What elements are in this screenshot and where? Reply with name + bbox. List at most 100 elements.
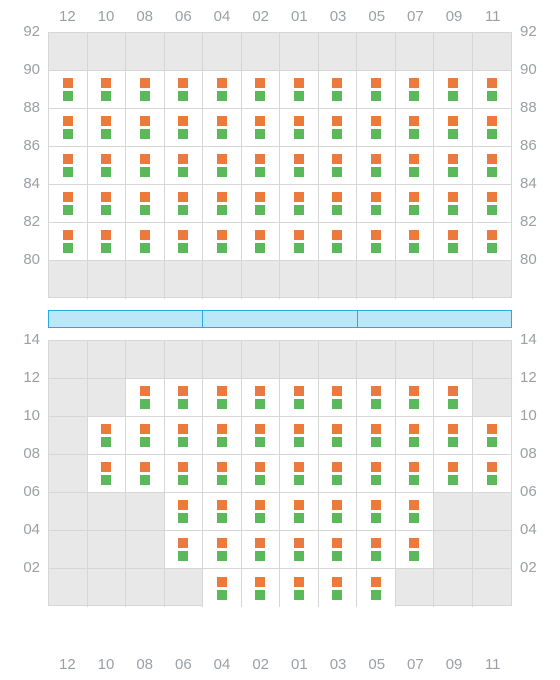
- seat-cell[interactable]: [88, 455, 127, 493]
- seat-cell[interactable]: [396, 109, 435, 147]
- seat-cell[interactable]: [357, 569, 396, 607]
- seat-cell[interactable]: [165, 223, 204, 261]
- seat-cell[interactable]: [357, 109, 396, 147]
- seat-cell[interactable]: [319, 531, 358, 569]
- seat-cell[interactable]: [242, 223, 281, 261]
- seat-cell[interactable]: [473, 71, 512, 109]
- seat-cell[interactable]: [203, 417, 242, 455]
- seat-cell[interactable]: [165, 109, 204, 147]
- seat-cell[interactable]: [165, 185, 204, 223]
- seat-cell[interactable]: [319, 223, 358, 261]
- seat-cell[interactable]: [280, 109, 319, 147]
- seat-cell[interactable]: [396, 417, 435, 455]
- seat-cell[interactable]: [126, 71, 165, 109]
- seat-cell[interactable]: [396, 455, 435, 493]
- seat-cell[interactable]: [396, 185, 435, 223]
- seat-cell[interactable]: [242, 417, 281, 455]
- seat-cell[interactable]: [126, 147, 165, 185]
- seat-cell[interactable]: [280, 455, 319, 493]
- seat-cell[interactable]: [434, 455, 473, 493]
- seat-cell[interactable]: [473, 455, 512, 493]
- seat-cell[interactable]: [280, 71, 319, 109]
- seat-cell[interactable]: [357, 455, 396, 493]
- seat-cell[interactable]: [319, 147, 358, 185]
- seat-cell[interactable]: [473, 223, 512, 261]
- seat-cell[interactable]: [203, 223, 242, 261]
- seat-cell[interactable]: [473, 185, 512, 223]
- seat-cell[interactable]: [88, 71, 127, 109]
- seat-cell[interactable]: [203, 147, 242, 185]
- seat-cell[interactable]: [242, 493, 281, 531]
- seat-cell[interactable]: [242, 455, 281, 493]
- seat-cell[interactable]: [165, 493, 204, 531]
- seat-cell[interactable]: [49, 223, 88, 261]
- seat-cell[interactable]: [88, 223, 127, 261]
- seat-cell[interactable]: [242, 71, 281, 109]
- seat-cell[interactable]: [88, 185, 127, 223]
- seat-cell[interactable]: [396, 493, 435, 531]
- seat-cell[interactable]: [165, 71, 204, 109]
- seat-cell[interactable]: [434, 71, 473, 109]
- seat-cell[interactable]: [49, 147, 88, 185]
- seat-cell[interactable]: [203, 71, 242, 109]
- seat-cell[interactable]: [49, 185, 88, 223]
- seat-cell[interactable]: [396, 223, 435, 261]
- seat-cell[interactable]: [280, 147, 319, 185]
- seat-cell[interactable]: [396, 379, 435, 417]
- seat-cell[interactable]: [203, 493, 242, 531]
- seat-cell[interactable]: [357, 417, 396, 455]
- seat-cell[interactable]: [126, 379, 165, 417]
- seat-cell[interactable]: [126, 185, 165, 223]
- seat-cell[interactable]: [434, 223, 473, 261]
- seat-cell[interactable]: [319, 109, 358, 147]
- seat-cell[interactable]: [473, 417, 512, 455]
- seat-cell[interactable]: [165, 147, 204, 185]
- seat-cell[interactable]: [319, 185, 358, 223]
- seat-cell[interactable]: [126, 109, 165, 147]
- seat-cell[interactable]: [357, 531, 396, 569]
- seat-cell[interactable]: [434, 185, 473, 223]
- seat-cell[interactable]: [396, 71, 435, 109]
- seat-cell[interactable]: [203, 109, 242, 147]
- seat-cell[interactable]: [242, 147, 281, 185]
- seat-cell[interactable]: [319, 455, 358, 493]
- seat-cell[interactable]: [319, 71, 358, 109]
- seat-cell[interactable]: [319, 379, 358, 417]
- seat-cell[interactable]: [242, 379, 281, 417]
- seat-cell[interactable]: [203, 455, 242, 493]
- seat-cell[interactable]: [357, 493, 396, 531]
- seat-cell[interactable]: [434, 379, 473, 417]
- seat-cell[interactable]: [396, 531, 435, 569]
- seat-cell[interactable]: [319, 417, 358, 455]
- seat-cell[interactable]: [126, 417, 165, 455]
- seat-cell[interactable]: [126, 223, 165, 261]
- seat-cell[interactable]: [280, 223, 319, 261]
- seat-cell[interactable]: [357, 185, 396, 223]
- seat-cell[interactable]: [434, 109, 473, 147]
- seat-cell[interactable]: [165, 531, 204, 569]
- seat-cell[interactable]: [242, 531, 281, 569]
- seat-cell[interactable]: [319, 569, 358, 607]
- seat-cell[interactable]: [319, 493, 358, 531]
- seat-cell[interactable]: [280, 417, 319, 455]
- seat-cell[interactable]: [242, 185, 281, 223]
- seat-cell[interactable]: [242, 109, 281, 147]
- seat-cell[interactable]: [242, 569, 281, 607]
- seat-cell[interactable]: [280, 531, 319, 569]
- seat-cell[interactable]: [357, 379, 396, 417]
- seat-cell[interactable]: [49, 71, 88, 109]
- seat-cell[interactable]: [165, 417, 204, 455]
- seat-cell[interactable]: [396, 147, 435, 185]
- seat-cell[interactable]: [165, 379, 204, 417]
- seat-cell[interactable]: [473, 147, 512, 185]
- seat-cell[interactable]: [357, 71, 396, 109]
- seat-cell[interactable]: [357, 147, 396, 185]
- seat-cell[interactable]: [473, 109, 512, 147]
- seat-cell[interactable]: [126, 455, 165, 493]
- seat-cell[interactable]: [88, 417, 127, 455]
- seat-cell[interactable]: [434, 417, 473, 455]
- seat-cell[interactable]: [280, 493, 319, 531]
- seat-cell[interactable]: [203, 531, 242, 569]
- seat-cell[interactable]: [88, 109, 127, 147]
- seat-cell[interactable]: [203, 185, 242, 223]
